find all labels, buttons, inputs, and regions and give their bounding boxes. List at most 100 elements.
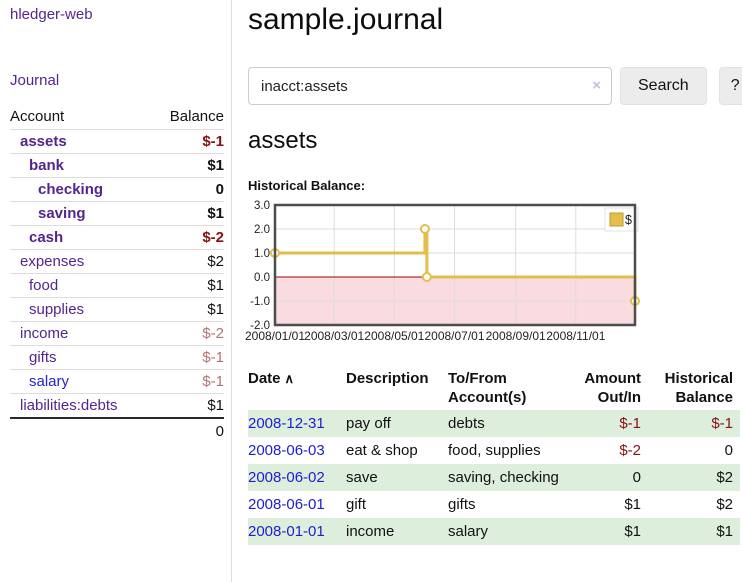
transaction-date-link[interactable]: 2008-06-02	[248, 469, 325, 486]
transaction-accounts-cell: saving, checking	[448, 469, 559, 486]
account-cell: supplies	[10, 297, 153, 322]
transaction-balance-cell: $2	[716, 496, 733, 513]
transaction-description-cell: pay off	[346, 415, 391, 432]
sidebar-item-journal[interactable]: Journal	[10, 72, 60, 89]
transaction-row: 2008-01-01 income salary $1 $1	[248, 518, 740, 545]
svg-text:-2.0: -2.0	[250, 320, 270, 332]
svg-text:0.0: 0.0	[254, 272, 270, 284]
svg-text:2008/03/01: 2008/03/01	[304, 329, 364, 343]
account-link[interactable]: liabilities:debts	[20, 397, 118, 414]
app-title-link[interactable]: hledger-web	[10, 6, 93, 23]
clear-search-icon[interactable]: ×	[592, 77, 601, 94]
search-form: × Search ?	[248, 67, 742, 105]
svg-text:2008/01/01: 2008/01/01	[245, 329, 305, 343]
account-balance: $-1	[152, 129, 224, 154]
search-button[interactable]: Search	[620, 67, 707, 105]
svg-text:2008/09/01: 2008/09/01	[486, 329, 546, 343]
account-link[interactable]: expenses	[20, 253, 85, 270]
account-row: income $-2	[10, 321, 224, 346]
col-header-balance: Historical Balance	[664, 370, 733, 406]
accounts-header-balance: Balance	[169, 108, 224, 125]
account-balance: $1	[152, 297, 224, 322]
search-input[interactable]	[248, 67, 612, 105]
transaction-accounts-cell: gifts	[448, 496, 476, 513]
account-cell: liabilities:debts	[10, 393, 153, 418]
account-link[interactable]: income	[20, 325, 69, 342]
col-header-description: Description	[346, 370, 429, 387]
account-row: expenses $2	[10, 249, 224, 274]
transaction-date-link[interactable]: 2008-06-03	[248, 442, 325, 459]
account-cell: checking	[10, 177, 153, 202]
account-link[interactable]: saving	[38, 205, 86, 222]
transaction-accounts-cell: debts	[448, 415, 485, 432]
transactions-body: 2008-12-31 pay off debts $-1 $-1 2008-06-03 ea…	[248, 410, 740, 545]
account-cell: expenses	[10, 249, 153, 274]
sort-asc-icon: ∧	[284, 371, 295, 386]
account-heading: assets	[248, 127, 318, 154]
account-link[interactable]: cash	[29, 229, 64, 246]
transaction-date-cell: 2008-01-01	[248, 518, 346, 545]
accounts-total-spacer	[10, 417, 153, 444]
transaction-amount-cell: 0	[632, 469, 641, 486]
help-button[interactable]: ?	[718, 67, 742, 105]
account-row: saving $1	[10, 201, 224, 226]
transaction-row: 2008-06-01 gift gifts $1 $2	[248, 491, 740, 518]
account-balance: $-2	[152, 321, 224, 346]
account-link[interactable]: salary	[29, 373, 70, 390]
transaction-date-link[interactable]: 2008-12-31	[248, 415, 325, 432]
transaction-balance-cell: $1	[716, 523, 733, 540]
transaction-date-cell: 2008-12-31	[248, 410, 346, 437]
accounts-body: assets $-1 bank $1 checking 0 saving $1 cash $-2 e…	[10, 129, 224, 418]
col-header-amount: Amount Out/In	[584, 370, 641, 406]
col-header-accounts: To/From Account(s)	[448, 370, 527, 406]
accounts-total-row: 0	[10, 417, 224, 444]
accounts-header-account: Account	[10, 108, 65, 125]
account-cell: salary	[10, 369, 153, 394]
search-input-wrap: ×	[248, 67, 612, 105]
svg-text:$: $	[625, 213, 632, 227]
account-balance: $-1	[152, 369, 224, 394]
account-link[interactable]: food	[29, 277, 59, 294]
account-balance: $-2	[152, 225, 224, 250]
col-header-date[interactable]: Date ∧	[248, 367, 346, 410]
transaction-row: 2008-06-03 eat & shop food, supplies $-2 0	[248, 437, 740, 464]
col-header-date-label: Date	[248, 370, 281, 387]
account-link[interactable]: supplies	[29, 301, 85, 318]
transaction-description-cell: gift	[346, 496, 367, 513]
transactions-header-row: Date ∧ Description To/From Account(s) Amo…	[248, 367, 740, 410]
transaction-amount-cell: $1	[624, 496, 641, 513]
transaction-amount-cell: $-2	[619, 442, 641, 459]
account-link[interactable]: checking	[38, 181, 104, 198]
svg-text:2008/05/01: 2008/05/01	[364, 329, 424, 343]
account-cell: gifts	[10, 345, 153, 370]
historical-balance-chart: $3.0 2.0 1.0 0.0 -1.0 -2.0 2008/01/01 2008/03/0…	[245, 200, 742, 346]
account-link[interactable]: assets	[20, 133, 67, 150]
svg-text:1.0: 1.0	[254, 248, 270, 260]
account-row: supplies $1	[10, 297, 224, 322]
account-cell: income	[10, 321, 153, 346]
account-balance: $2	[152, 249, 224, 274]
transaction-date-cell: 2008-06-02	[248, 464, 346, 491]
transactions-table: Date ∧ Description To/From Account(s) Amo…	[248, 367, 740, 545]
page-title: sample.journal	[248, 3, 444, 36]
account-link[interactable]: gifts	[29, 349, 57, 366]
accounts-header-row: Account Balance	[10, 105, 224, 130]
transaction-date-link[interactable]: 2008-06-01	[248, 496, 325, 513]
transaction-amount-cell: $-1	[619, 415, 641, 432]
accounts-table: Account Balance assets $-1 bank $1 checking 0…	[10, 105, 224, 444]
transaction-balance-cell: $-1	[711, 415, 733, 432]
account-cell: cash	[10, 225, 153, 250]
account-balance: 0	[152, 177, 224, 202]
sidebar: hledger-web Journal Account Balance asse…	[0, 0, 232, 582]
chart-heading: Historical Balance:	[248, 178, 366, 193]
transaction-date-cell: 2008-06-03	[248, 437, 346, 464]
account-link[interactable]: bank	[29, 157, 65, 174]
account-balance: $1	[152, 273, 224, 298]
svg-text:3.0: 3.0	[254, 200, 270, 212]
transaction-row: 2008-12-31 pay off debts $-1 $-1	[248, 410, 740, 437]
account-balance: $1	[152, 201, 224, 226]
transaction-date-link[interactable]: 2008-01-01	[248, 523, 325, 540]
account-cell: assets	[10, 129, 153, 154]
account-row: food $1	[10, 273, 224, 298]
